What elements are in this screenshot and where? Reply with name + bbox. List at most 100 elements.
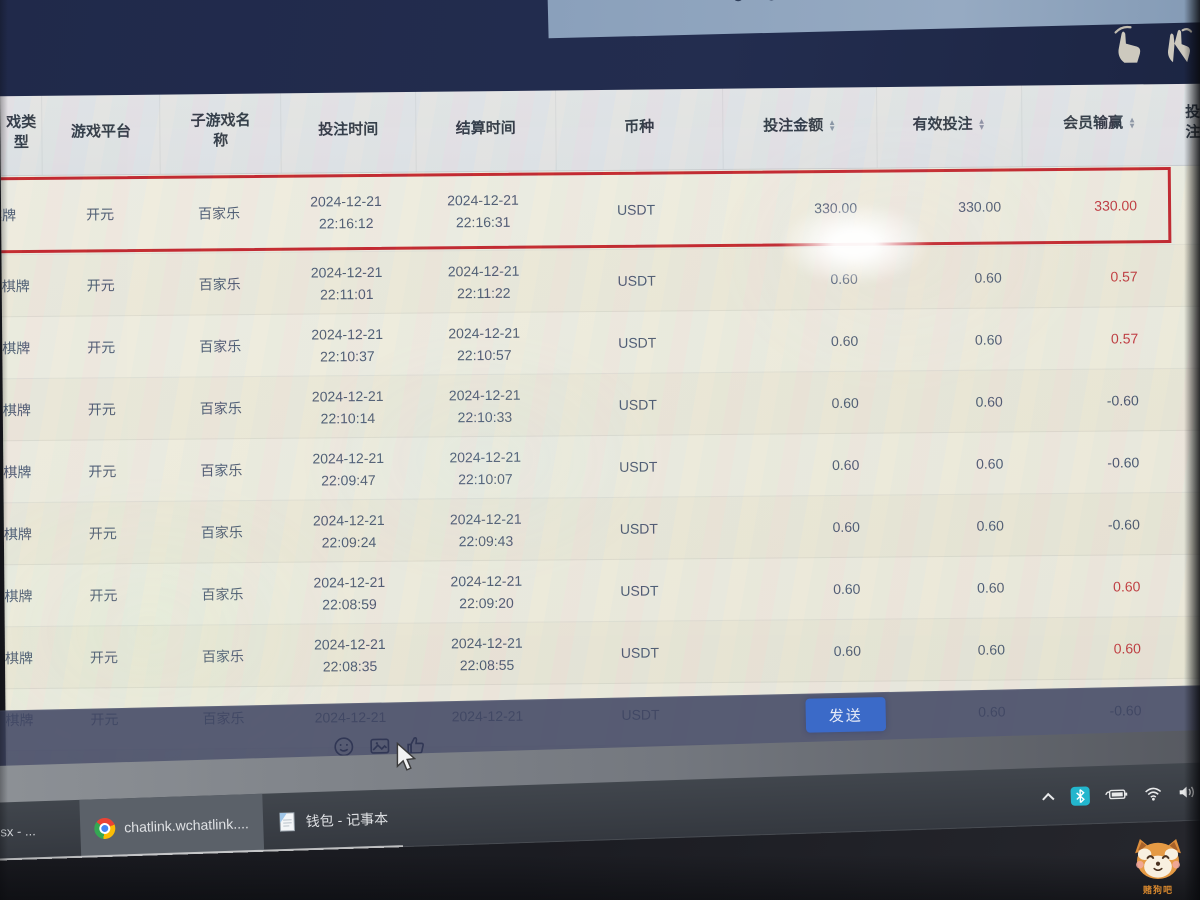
cell-settle-time: 2024-12-21 22:09:20 (450, 572, 523, 611)
cell-currency: USDT (618, 334, 657, 351)
cell-sub-game: 百家乐 (199, 337, 242, 355)
cell-game-type: 棋牌 (1, 277, 30, 294)
cell-bet-time: 2024-12-21 22:08:35 (313, 635, 386, 674)
table-row: 棋牌 开元 百家乐 2024-12-21 22:10:14 2024-12-21 2… (2, 368, 1200, 442)
cell-currency: USDT (620, 582, 659, 599)
cell-bet-time: 2024-12-21 22:16:12 (310, 192, 382, 232)
column-header-label: 会员输赢 (1063, 114, 1124, 132)
cell-settle-time: 2024-12-21 22:10:57 (448, 324, 521, 363)
cell-game-type: 棋牌 (3, 525, 32, 542)
betting-table-page: 戏类型 游戏平台 子游戏名称 投注时间 结算时间 币种 投注金额 ▲ ▼ 有效投注… (0, 80, 1200, 768)
cell-currency: USDT (617, 272, 656, 289)
cell-win-loss: 0.57 (1110, 267, 1138, 285)
column-header-label: 有效投注 (912, 115, 973, 134)
column-header[interactable]: 投注金额 ▲ ▼ (721, 83, 877, 169)
column-header[interactable]: 会员输赢 ▲ ▼ (1020, 80, 1178, 167)
send-button[interactable]: 发送 (805, 697, 887, 733)
cell-bet-time: 2024-12-21 22:09:24 (312, 511, 385, 550)
cell-settle-time: 2024-12-21 22:16:31 (447, 191, 519, 231)
table-row: 棋牌 开元 百家乐 2024-12-21 22:09:47 2024-12-21 2… (3, 430, 1200, 504)
sort-arrows-icon: ▲ ▼ (977, 116, 986, 132)
table-row: 棋牌 开元 百家乐 2024-12-21 22:09:24 2024-12-21 2… (3, 492, 1200, 566)
battery-icon[interactable] (1104, 787, 1128, 802)
cell-bet-amount: 0.60 (831, 394, 859, 411)
cell-settle-time: 2024-12-21 22:08:55 (450, 634, 523, 673)
column-header-label: 游戏平台 (70, 123, 132, 141)
column-header-label: 投注金额 (763, 117, 824, 135)
column-header: 投注时间 (280, 87, 416, 173)
cell-currency: USDT (619, 520, 658, 537)
cell-game-type: 棋牌 (1, 207, 17, 224)
cell-game-type: 棋牌 (2, 339, 31, 356)
column-header: 游戏平台 (40, 89, 161, 175)
cell-bet-time: 2024-12-21 22:10:14 (311, 387, 384, 426)
cell-sub-game: 百家乐 (201, 585, 244, 602)
table-row: 棋牌 开元 百家乐 2024-12-21 22:10:37 2024-12-21 2… (1, 306, 1200, 380)
column-header-label: 结算时间 (455, 119, 516, 138)
cell-platform: 开元 (88, 524, 117, 541)
sort-arrows-icon: ▲ ▼ (1128, 115, 1137, 131)
cell-bet-time: 2024-12-21 22:11:01 (310, 263, 383, 302)
wifi-icon[interactable] (1143, 785, 1162, 801)
cell-bet-amount: 0.60 (832, 518, 860, 535)
volume-icon[interactable] (1177, 784, 1197, 801)
table-row: 棋牌 开元 百家乐 2024-12-21 22:11:01 2024-12-21 2… (1, 244, 1200, 318)
cell-valid-bet: 0.60 (975, 392, 1003, 410)
table-header-row: 戏类型 游戏平台 子游戏名称 投注时间 结算时间 币种 投注金额 ▲ ▼ 有效投注… (0, 80, 1200, 177)
cell-win-loss: 0.60 (1113, 577, 1141, 595)
cell-platform: 开元 (86, 206, 115, 223)
cell-bet-time: 2024-12-21 22:08:59 (313, 573, 386, 612)
cell-currency: USDT (616, 201, 656, 218)
column-header-label: 戏类型 (6, 113, 37, 152)
cell-bet-time: 2024-12-21 22:09:47 (312, 449, 385, 488)
cell-valid-bet: 0.60 (974, 269, 1002, 286)
column-header-label: 币种 (624, 118, 655, 136)
table-row: 棋牌 开元 百家乐 2024-12-21 22:08:35 2024-12-21 2… (4, 616, 1200, 690)
cell-sub-game: 百家乐 (198, 275, 241, 293)
cell-valid-bet: 0.60 (974, 330, 1003, 348)
taskbar-button-notepad[interactable]: 钱包 - 记事本 (262, 789, 403, 852)
cell-win-loss: -0.60 (1106, 391, 1139, 409)
cell-game-type: 棋牌 (2, 401, 31, 418)
gesture-hand-icon[interactable] (1160, 24, 1194, 63)
taskbar-button-chrome[interactable]: chatlink.wchatlink.... (79, 793, 264, 858)
cell-win-loss: 330.00 (1094, 197, 1138, 214)
column-header[interactable]: 有效投注 ▲ ▼ (876, 82, 1022, 168)
cell-platform: 开元 (87, 400, 116, 417)
cell-bet-amount: 0.60 (833, 642, 862, 659)
cell-platform: 开元 (89, 648, 119, 665)
column-header: 结算时间 (414, 86, 556, 172)
cell-sub-game: 百家乐 (198, 205, 241, 222)
cell-valid-bet: 0.60 (976, 516, 1004, 534)
taskbar-button-excel[interactable]: sx - ... (0, 800, 81, 861)
column-header: 币种 (555, 84, 723, 171)
system-tray: 中 (1040, 761, 1200, 826)
cell-sub-game: 百家乐 (199, 399, 242, 417)
cell-game-type: 棋牌 (4, 587, 33, 604)
cell-platform: 开元 (89, 586, 118, 603)
cell-currency: USDT (619, 458, 658, 475)
bluetooth-icon[interactable] (1070, 785, 1091, 806)
cell-currency: USDT (618, 396, 657, 413)
cell-sub-game: 百家乐 (201, 647, 245, 664)
column-header: 戏类型 (0, 90, 42, 176)
cell-bet-amount: 330.00 (814, 199, 858, 217)
chevron-up-icon[interactable] (1041, 791, 1056, 801)
bet-records-table: 戏类型 游戏平台 子游戏名称 投注时间 结算时间 币种 投注金额 ▲ ▼ 有效投注… (0, 80, 1200, 752)
cell-game-type: 棋牌 (3, 463, 32, 480)
cell-settle-time: 2024-12-21 22:10:33 (448, 386, 521, 425)
cell-valid-bet: 0.60 (977, 640, 1005, 658)
cell-bet-amount: 0.60 (830, 332, 859, 349)
column-header-label: 投注时间 (318, 120, 379, 139)
cell-currency: USDT (620, 644, 660, 661)
cell-win-loss: -0.60 (1107, 515, 1140, 533)
cell-win-loss: 0.57 (1110, 329, 1139, 347)
gesture-hand-icon[interactable] (1110, 24, 1144, 63)
cell-valid-bet: 330.00 (958, 198, 1002, 215)
cell-platform: 开元 (88, 462, 117, 479)
cell-settle-time: 2024-12-21 22:09:43 (449, 510, 522, 549)
table-row: 棋牌 开元 百家乐 2024-12-21 22:08:59 2024-12-21 2… (4, 554, 1200, 628)
url-fragment-text: language=ch (705, 0, 821, 3)
cell-platform: 开元 (87, 338, 116, 355)
